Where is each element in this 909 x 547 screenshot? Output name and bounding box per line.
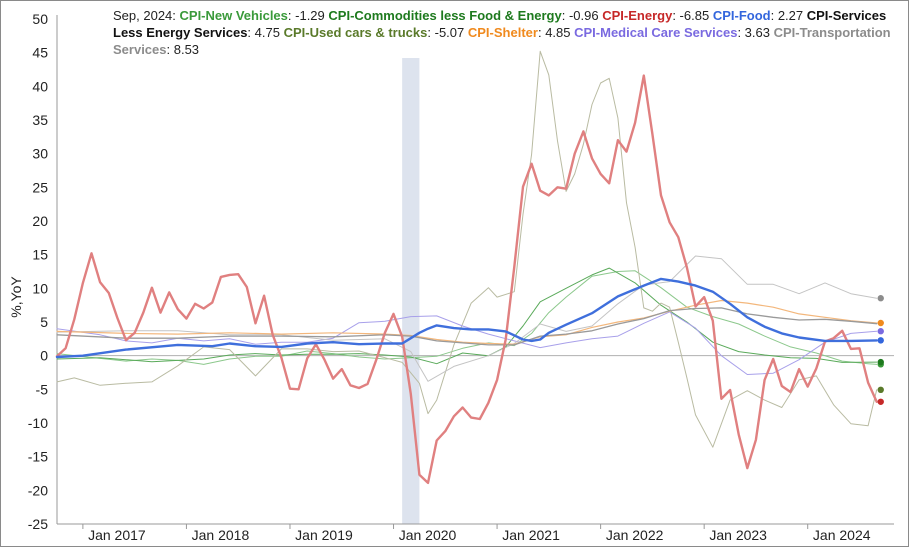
y-tick-label: 50 [32, 11, 48, 27]
series-end-marker-cpi-energy [877, 398, 884, 405]
legend-value-cpi-energy: -6.85 [679, 8, 710, 23]
y-tick-label: -5 [36, 381, 49, 397]
y-tick-label: 45 [32, 45, 48, 61]
legend-value-cpi-commodities-less-food-energy: -0.96 [568, 8, 599, 23]
series-end-marker-cpi-transportation-services [877, 295, 884, 302]
legend-value-cpi-transportation-services: 8.53 [173, 42, 200, 57]
y-tick-label: 10 [32, 280, 48, 296]
x-tick-label: Jan 2021 [502, 527, 560, 543]
legend-value-cpi-new-vehicles: -1.29 [295, 8, 325, 23]
y-tick-label: 15 [32, 247, 48, 263]
y-tick-label: -10 [28, 415, 48, 431]
series-line-cpi-shelter [56, 299, 878, 345]
series-line-cpi-new-vehicles [56, 270, 878, 365]
series-line-cpi-food [55, 277, 878, 359]
y-tick-label: 30 [32, 146, 48, 162]
y-tick-label: 0 [40, 348, 48, 364]
legend-name-cpi-energy: CPI-Energy [602, 8, 673, 23]
series-line-cpi-commodities-less-food-energy [56, 267, 878, 365]
legend-value-cpi-food: 2.27 [777, 8, 804, 23]
series-end-marker-cpi-commodities-less-food-energy [877, 358, 884, 366]
recession-band [402, 58, 420, 524]
series-line-cpi-transportation-services [56, 255, 878, 382]
series-end-marker-cpi-food [877, 337, 884, 344]
x-tick-label: Jan 2019 [295, 527, 353, 543]
x-tick-label: Jan 2018 [192, 527, 250, 543]
legend-name-cpi-shelter: CPI-Shelter [467, 25, 538, 40]
y-tick-label: 40 [32, 78, 48, 94]
legend-value-cpi-services-less-energy-services: 4.75 [254, 25, 280, 40]
legend-name-cpi-medical-care-services: CPI-Medical Care Services [574, 25, 738, 40]
y-tick-label: 35 [32, 112, 48, 128]
legend-value-cpi-used-cars-trucks: -5.07 [434, 25, 465, 40]
series-end-marker-cpi-shelter [877, 319, 884, 327]
y-tick-label: -15 [28, 449, 48, 465]
x-tick-label: Jan 2024 [813, 527, 871, 543]
legend-date: Sep, 2024: [113, 8, 176, 23]
y-tick-label: -20 [28, 482, 48, 498]
legend-name-cpi-used-cars-trucks: CPI-Used cars & trucks [283, 25, 428, 40]
y-tick-label: -25 [28, 516, 48, 532]
x-tick-label: Jan 2020 [399, 527, 457, 543]
y-axis-label: %,YoY [8, 276, 24, 318]
x-tick-label: Jan 2017 [88, 527, 146, 543]
y-tick-label: 5 [40, 314, 48, 330]
legend-value-cpi-shelter: 4.85 [545, 25, 571, 40]
legend-value-cpi-medical-care-services: 3.63 [744, 25, 770, 40]
y-tick-label: 25 [32, 179, 48, 195]
legend-name-cpi-food: CPI-Food [712, 8, 771, 23]
y-tick-label: 20 [32, 213, 48, 229]
x-tick-label: Jan 2022 [606, 527, 664, 543]
legend-name-cpi-services-less-energy-services: CPI-Services Less Energy Services [113, 8, 887, 40]
series-line-cpi-energy [55, 74, 878, 485]
series-line-cpi-used-cars-trucks [56, 50, 878, 448]
x-tick-label: Jan 2023 [709, 527, 767, 543]
legend-name-cpi-new-vehicles: CPI-New Vehicles [179, 8, 288, 23]
series-end-marker-cpi-used-cars-trucks [877, 386, 884, 394]
series-end-marker-cpi-medical-care-services [877, 328, 884, 335]
legend: Sep, 2024: CPI-New Vehicles: -1.29 CPI-C… [113, 8, 891, 57]
legend-name-cpi-commodities-less-food-energy: CPI-Commodities less Food & Energy [328, 8, 562, 23]
legend-name-cpi-transportation-services: CPI-Transportation Services [113, 25, 891, 57]
series-line-cpi-services-less-energy-services [56, 307, 878, 346]
